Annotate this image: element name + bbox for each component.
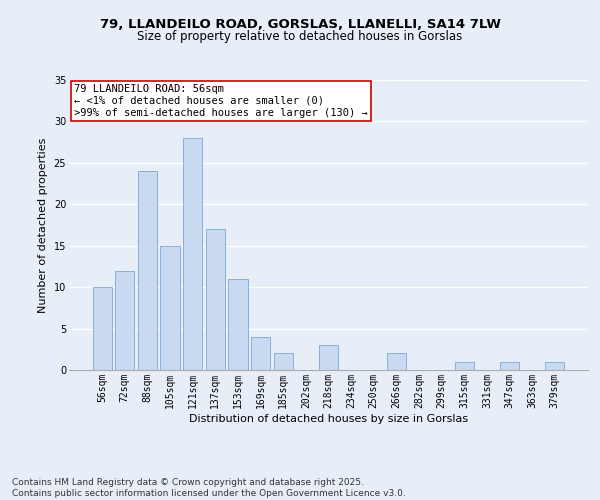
Bar [319, 345, 338, 370]
Bar [206, 229, 225, 370]
Text: 79 LLANDEILO ROAD: 56sqm
← <1% of detached houses are smaller (0)
>99% of semi-d: 79 LLANDEILO ROAD: 56sqm ← <1% of detach… [74, 84, 368, 117]
Bar [115, 270, 134, 370]
Bar [387, 354, 406, 370]
Bar [183, 138, 202, 370]
Text: 79, LLANDEILO ROAD, GORSLAS, LLANELLI, SA14 7LW: 79, LLANDEILO ROAD, GORSLAS, LLANELLI, S… [100, 18, 500, 30]
Bar [500, 362, 519, 370]
Bar [138, 171, 157, 370]
Text: Size of property relative to detached houses in Gorslas: Size of property relative to detached ho… [137, 30, 463, 43]
Bar [274, 354, 293, 370]
X-axis label: Distribution of detached houses by size in Gorslas: Distribution of detached houses by size … [189, 414, 468, 424]
Text: Contains HM Land Registry data © Crown copyright and database right 2025.
Contai: Contains HM Land Registry data © Crown c… [12, 478, 406, 498]
Bar [455, 362, 474, 370]
Bar [229, 279, 248, 370]
Bar [92, 287, 112, 370]
Bar [251, 337, 270, 370]
Y-axis label: Number of detached properties: Number of detached properties [38, 138, 48, 312]
Bar [545, 362, 565, 370]
Bar [160, 246, 180, 370]
